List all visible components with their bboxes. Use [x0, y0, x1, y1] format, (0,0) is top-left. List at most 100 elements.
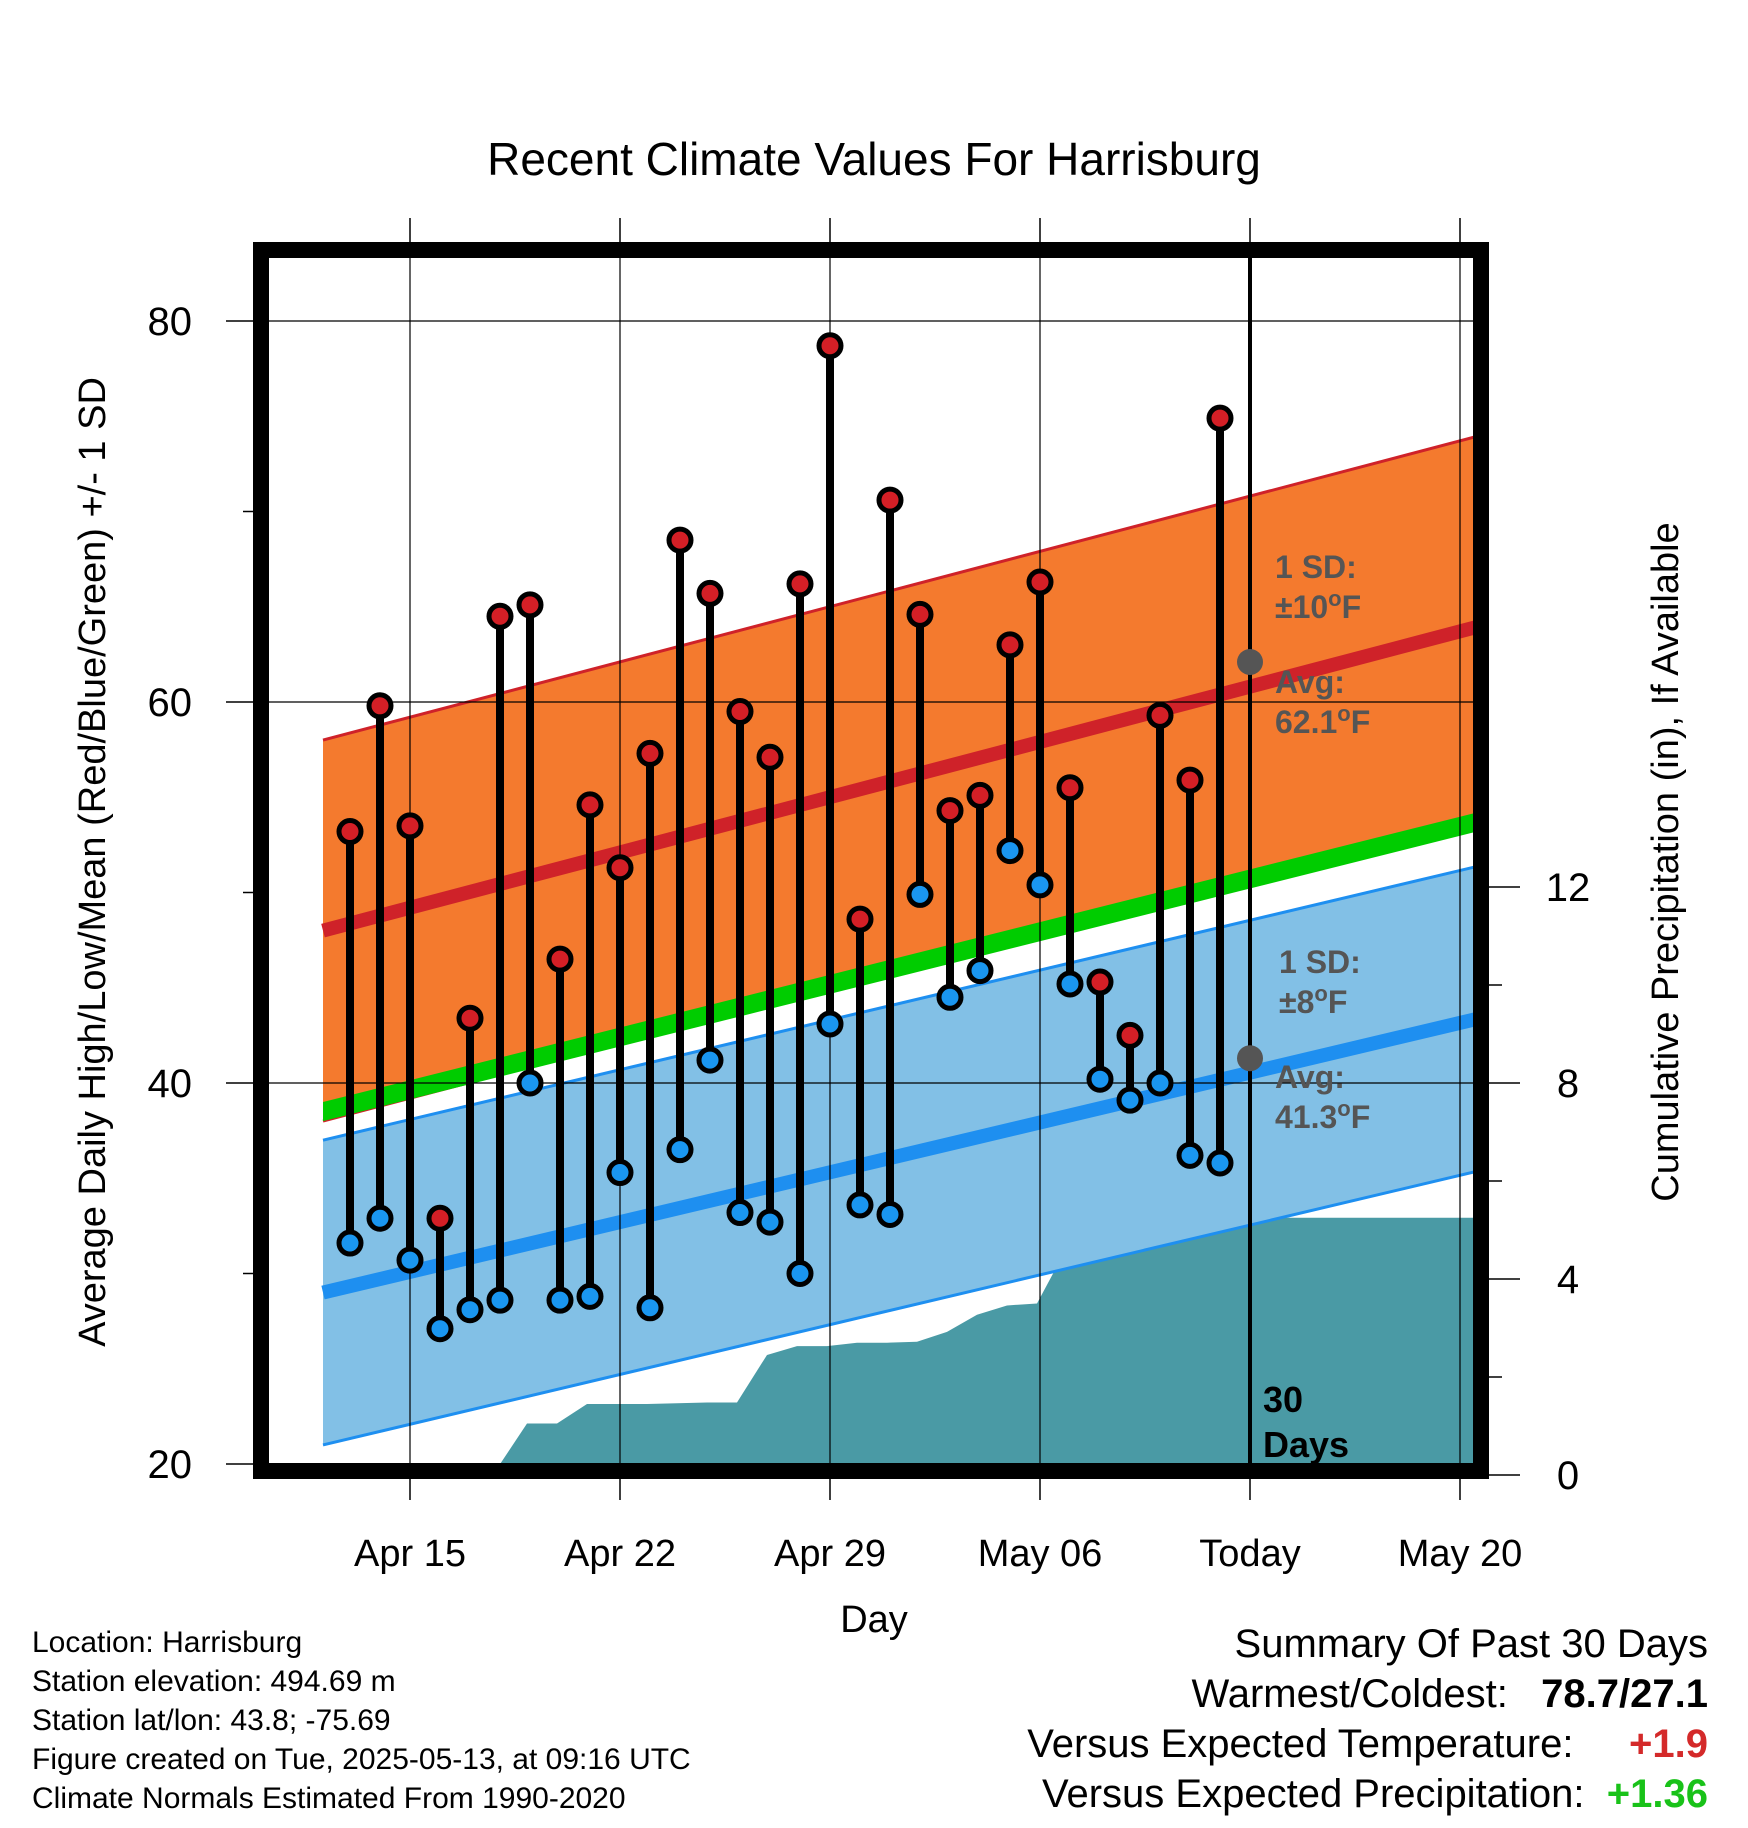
daily-low-marker [396, 1246, 424, 1274]
summary-temp: Versus Expected Temperature: +1.9 [1027, 1722, 1708, 1767]
daily-low-marker [546, 1286, 574, 1314]
daily-low-marker [966, 957, 994, 985]
daily-high-marker [456, 1004, 484, 1032]
low-avg-line [321, 1010, 1481, 1300]
low-sd-label: 1 SD: [1279, 944, 1361, 980]
summary-title: Summary Of Past 30 Days [1234, 1622, 1708, 1666]
daily-low-marker [1026, 871, 1054, 899]
summary-warm-cold: Warmest/Coldest: 78.7/27.1 [1191, 1672, 1708, 1717]
daily-low-marker [1086, 1065, 1114, 1093]
daily-high-marker [1206, 404, 1234, 432]
high-avg-label: Avg: [1275, 664, 1345, 700]
daily-high-marker [1026, 568, 1054, 596]
daily-low-marker [336, 1229, 364, 1257]
daily-low-marker [516, 1069, 544, 1097]
summary-precip: Versus Expected Precipitation: +1.36 [1042, 1772, 1708, 1817]
daily-low-marker [876, 1200, 904, 1228]
daily-high-marker [546, 945, 574, 973]
daily-low-marker [486, 1286, 514, 1314]
y2-tick-label: 0 [1557, 1454, 1579, 1498]
y-tick-label: 80 [148, 300, 193, 344]
low-avg-today-marker [1237, 1045, 1263, 1072]
daily-low-marker [1056, 970, 1084, 998]
y2-tick-label: 4 [1557, 1258, 1579, 1302]
high-sd-label: 1 SD: [1275, 549, 1357, 585]
daily-low-marker [696, 1046, 724, 1074]
daily-low-marker [726, 1199, 754, 1227]
info-location: Location: Harrisburg [32, 1626, 303, 1659]
info-elevation: Station elevation: 494.69 m [32, 1665, 396, 1698]
summary-temp-value: +1.9 [1629, 1722, 1708, 1766]
daily-high-marker [966, 781, 994, 809]
daily-high-marker [1086, 968, 1114, 996]
daily-high-marker [516, 591, 544, 619]
high-avg-label: 62.1oF [1275, 701, 1370, 740]
daily-high-marker [996, 631, 1024, 659]
daily-high-marker [396, 812, 424, 840]
daily-high-marker [336, 818, 364, 846]
daily-low-marker [666, 1136, 694, 1164]
x-tick-label: Apr 22 [564, 1533, 676, 1575]
daily-high-marker [1176, 766, 1204, 794]
x-tick-label: Apr 15 [354, 1533, 466, 1575]
daily-low-marker [816, 1010, 844, 1038]
x-tick-label: May 20 [1398, 1533, 1523, 1575]
summary-precip-label: Versus Expected Precipitation: [1042, 1772, 1585, 1816]
info-normals: Climate Normals Estimated From 1990-2020 [32, 1782, 626, 1815]
daily-low-marker [756, 1208, 784, 1236]
daily-low-marker [786, 1260, 814, 1287]
summary-warm-cold-value: 78.7/27.1 [1541, 1672, 1708, 1716]
x-tick-label: Today [1199, 1533, 1300, 1575]
daily-high-marker [576, 791, 604, 819]
high-avg-today-marker [1237, 648, 1263, 675]
y2-tick-label: 8 [1557, 1062, 1579, 1106]
daily-high-marker [846, 905, 874, 933]
daily-high-marker [366, 692, 394, 720]
daily-high-marker [816, 332, 844, 360]
summary-precip-value: +1.36 [1606, 1772, 1708, 1816]
daily-high-marker [786, 570, 814, 598]
daily-low-marker [1146, 1069, 1174, 1097]
daily-low-marker [1176, 1141, 1204, 1169]
daily-low-marker [906, 880, 934, 908]
daily-low-marker [1116, 1086, 1144, 1114]
high-sd-label: ±10oF [1275, 586, 1361, 625]
low-sd-label: ±8oF [1279, 981, 1347, 1020]
daily-high-marker [666, 526, 694, 554]
daily-high-marker [1116, 1021, 1144, 1049]
y-axis-label-left: Average Daily High/Low/Mean (Red/Blue/Gr… [72, 377, 114, 1347]
low-avg-label: Avg: [1275, 1059, 1345, 1095]
y-tick-label: 40 [148, 1062, 193, 1106]
summary-temp-label: Versus Expected Temperature: [1027, 1722, 1574, 1766]
daily-high-marker [1056, 774, 1084, 802]
daily-high-marker [636, 739, 664, 767]
daily-low-marker [456, 1296, 484, 1324]
daily-low-marker [846, 1191, 874, 1219]
x-axis-label: Day [840, 1599, 908, 1641]
daily-low-marker [576, 1282, 604, 1310]
daily-high-marker [936, 797, 964, 825]
info-latlon: Station lat/lon: 43.8; -75.69 [32, 1704, 391, 1737]
low-avg-label: 41.3oF [1275, 1096, 1370, 1135]
precip-area [415, 1217, 1481, 1471]
plot-frame [253, 242, 1489, 1479]
daily-high-marker [606, 854, 634, 882]
daily-low-marker [996, 837, 1024, 865]
summary-warm-cold-label: Warmest/Coldest: [1191, 1672, 1508, 1716]
daily-high-marker [906, 600, 934, 628]
daily-low-marker [1206, 1149, 1234, 1177]
daily-high-marker [426, 1204, 454, 1232]
daily-low-marker [366, 1204, 394, 1232]
chart-title: Recent Climate Values For Harrisburg [487, 133, 1261, 185]
today-days-label: Days [1263, 1424, 1349, 1465]
daily-high-marker [1146, 701, 1174, 729]
today-days-label: 30 [1263, 1379, 1303, 1420]
daily-high-marker [486, 602, 514, 630]
daily-low-marker [606, 1159, 634, 1187]
low-sd-band-edge [322, 1168, 1481, 1447]
y-axis-label-right: Cumulative Precipitation (in), If Availa… [1645, 522, 1687, 1201]
daily-low-marker [426, 1315, 454, 1343]
daily-high-marker [696, 579, 724, 607]
